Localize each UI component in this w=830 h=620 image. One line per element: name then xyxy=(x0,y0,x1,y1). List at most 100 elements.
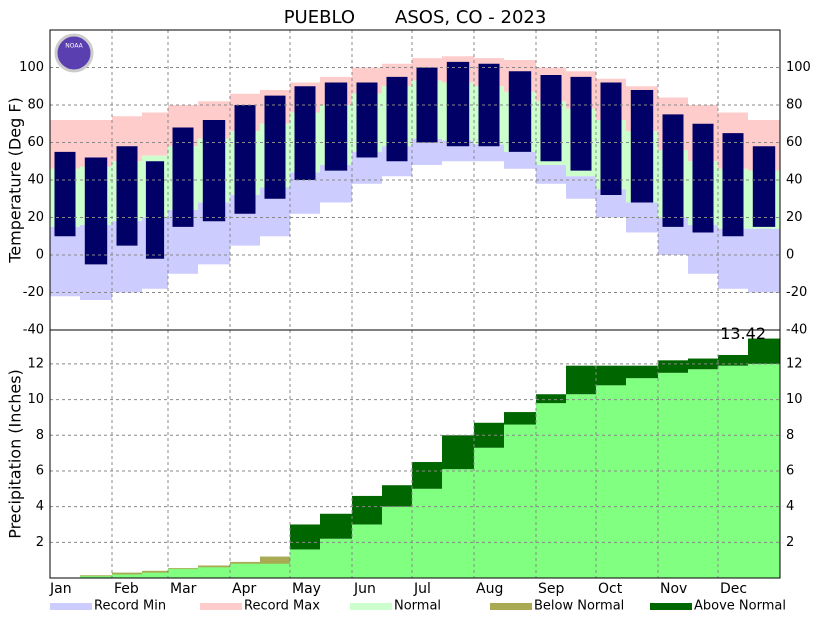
observed-bar xyxy=(84,157,108,265)
departure-area xyxy=(412,462,442,489)
y-tick-label: 12 xyxy=(27,356,44,371)
departure-area xyxy=(596,365,626,386)
x-tick-label: Jun xyxy=(353,581,376,597)
departure-area xyxy=(442,435,474,470)
normal-area xyxy=(230,561,260,578)
departure-area xyxy=(688,358,718,370)
y-tick-label: 100 xyxy=(786,60,811,75)
observed-bar xyxy=(172,127,194,227)
observed-bar xyxy=(386,76,408,162)
legend-swatch xyxy=(200,603,242,610)
x-tick-label: Nov xyxy=(660,581,687,597)
observed-bar xyxy=(145,161,165,259)
normal-area xyxy=(142,570,168,578)
legend-swatch xyxy=(350,603,392,610)
y-axis-title: Temperature (Deg F) xyxy=(6,97,25,264)
y-tick-label: 0 xyxy=(786,248,794,263)
normal-area xyxy=(658,372,688,578)
y-tick-label: 40 xyxy=(786,173,803,188)
y-tick-label: 4 xyxy=(36,499,44,514)
departure-area xyxy=(290,524,320,550)
y-tick-label: 10 xyxy=(27,392,44,407)
observed-bar xyxy=(692,123,714,233)
legend-swatch xyxy=(50,603,92,610)
observed-bar xyxy=(630,90,654,203)
departure-area xyxy=(566,365,596,395)
departure-area xyxy=(80,575,112,577)
observed-bar xyxy=(446,61,470,147)
y-tick-label: 80 xyxy=(786,98,803,113)
normal-area xyxy=(352,524,382,578)
y-tick-label: 6 xyxy=(36,463,44,478)
departure-area xyxy=(198,565,230,568)
observed-bar xyxy=(116,146,138,246)
departure-area xyxy=(504,412,536,425)
y-tick-label: 40 xyxy=(27,173,44,188)
observed-bar xyxy=(202,120,226,222)
y-tick-label: 8 xyxy=(786,428,794,443)
departure-area xyxy=(142,570,168,573)
departure-area xyxy=(168,568,198,570)
y-tick-label: 80 xyxy=(27,98,44,113)
y-tick-label: 12 xyxy=(786,356,803,371)
x-tick-label: May xyxy=(292,581,321,597)
observed-bar xyxy=(570,76,592,171)
record-min-bar xyxy=(748,228,780,293)
normal-area xyxy=(320,538,352,578)
normal-area xyxy=(412,488,442,578)
observed-bar xyxy=(508,71,532,152)
y-tick-label: -40 xyxy=(786,323,807,338)
normal-area xyxy=(474,447,504,578)
legend-label: Record Min xyxy=(94,599,166,614)
departure-area xyxy=(230,561,260,564)
x-tick-label: Mar xyxy=(170,581,197,597)
departure-area xyxy=(626,365,658,379)
x-tick-label: Jul xyxy=(413,581,431,597)
legend-swatch xyxy=(490,603,532,610)
record-min-bar xyxy=(566,176,596,199)
normal-area xyxy=(198,565,230,578)
x-tick-label: Aug xyxy=(476,581,503,597)
normal-area xyxy=(504,424,536,578)
legend-label: Normal xyxy=(394,599,441,614)
record-min-bar xyxy=(474,144,504,162)
x-tick-label: Oct xyxy=(598,581,623,597)
plot-frame xyxy=(49,329,781,579)
y-axis-title: Precipitation (Inches) xyxy=(6,369,25,539)
y-tick-label: -20 xyxy=(23,285,44,300)
y-tick-label: -40 xyxy=(23,323,44,338)
observed-bar xyxy=(294,86,316,180)
observed-bar xyxy=(600,82,622,195)
observed-bar xyxy=(324,82,348,171)
x-tick-label: Sep xyxy=(538,581,565,597)
departure-area xyxy=(260,556,290,564)
record-min-bar xyxy=(504,151,536,169)
chart-title: PUEBLO ASOS, CO - 2023 xyxy=(284,7,547,28)
departure-area xyxy=(658,360,688,373)
normal-area xyxy=(688,369,718,578)
record-min-bar xyxy=(412,138,442,165)
observed-bar xyxy=(722,133,744,237)
annotation: 13.42 xyxy=(720,324,766,343)
y-tick-label: 60 xyxy=(786,135,803,150)
x-tick-label: Feb xyxy=(114,581,139,597)
observed-bar xyxy=(356,82,378,158)
legend-label: Below Normal xyxy=(534,599,624,614)
normal-area xyxy=(626,378,658,578)
normal-area xyxy=(596,385,626,578)
y-tick-label: 2 xyxy=(786,535,794,550)
normal-area xyxy=(442,469,474,578)
y-tick-label: 2 xyxy=(36,535,44,550)
x-tick-label: Apr xyxy=(232,581,256,597)
normal-area xyxy=(566,394,596,578)
y-tick-label: -20 xyxy=(786,285,807,300)
observed-bar xyxy=(416,67,438,143)
departure-area xyxy=(748,338,780,364)
record-min-bar xyxy=(718,228,748,289)
logo-text: NOAA xyxy=(65,43,83,50)
legend-label: Record Max xyxy=(244,599,320,614)
y-tick-label: 6 xyxy=(786,463,794,478)
observed-bar xyxy=(264,95,286,199)
legend-swatch xyxy=(650,603,692,610)
